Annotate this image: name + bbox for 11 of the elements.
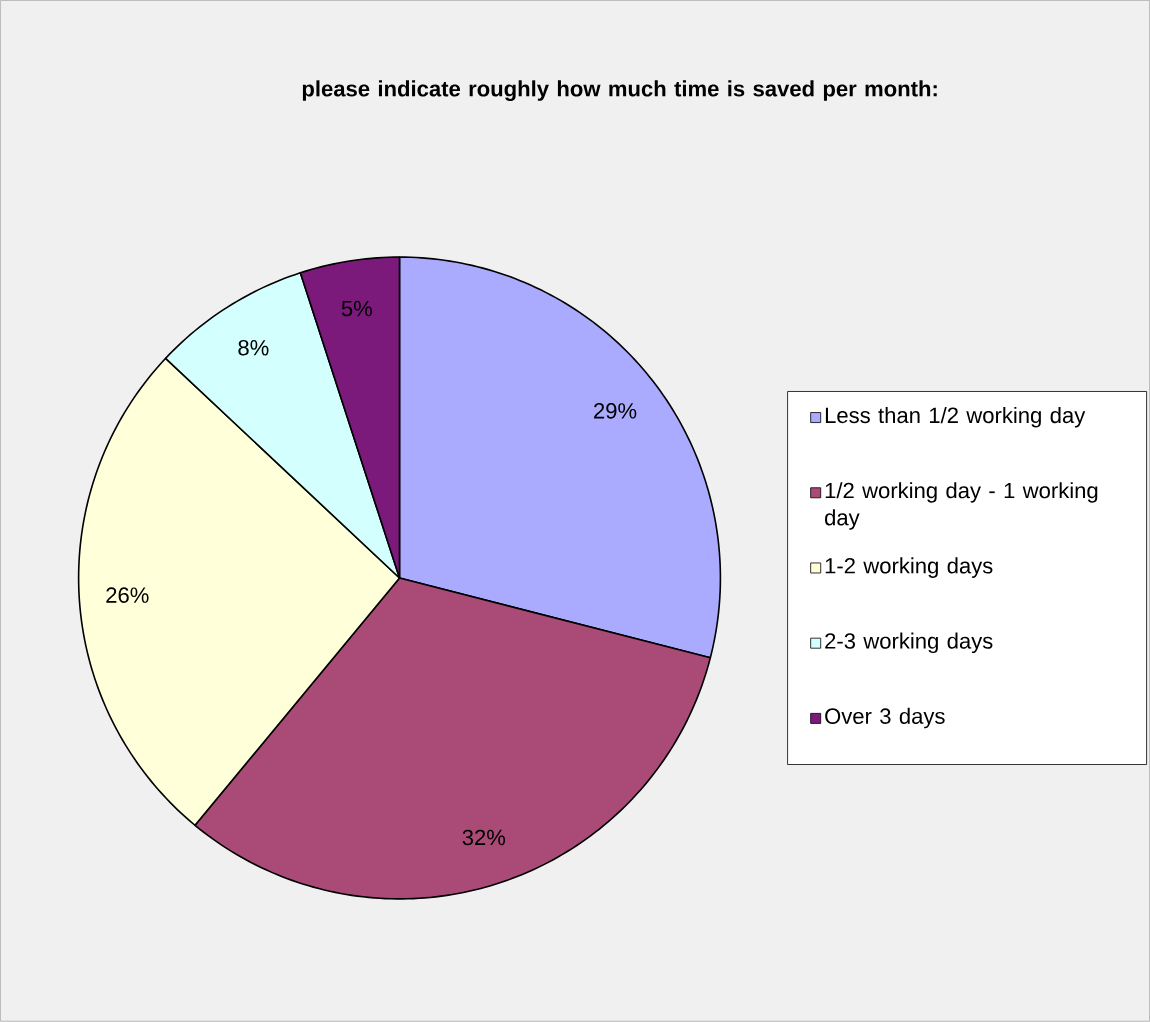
data-label: 29% <box>594 403 637 419</box>
legend-label: 2-3 working days <box>825 632 993 654</box>
legend-label: Less than 1/2 working day <box>825 407 1086 428</box>
chart-title: please indicate roughly how much time is saved per month: <box>302 80 937 102</box>
legend-label: 1-2 working days <box>825 557 993 579</box>
legend-label: 1/2 working day - 1 working day <box>825 482 1098 530</box>
data-label: 26% <box>106 587 149 604</box>
data-label: 32% <box>462 829 506 846</box>
data-label: 5% <box>341 301 372 317</box>
legend-label: Over 3 days <box>825 707 945 729</box>
data-label: 8% <box>238 340 269 356</box>
